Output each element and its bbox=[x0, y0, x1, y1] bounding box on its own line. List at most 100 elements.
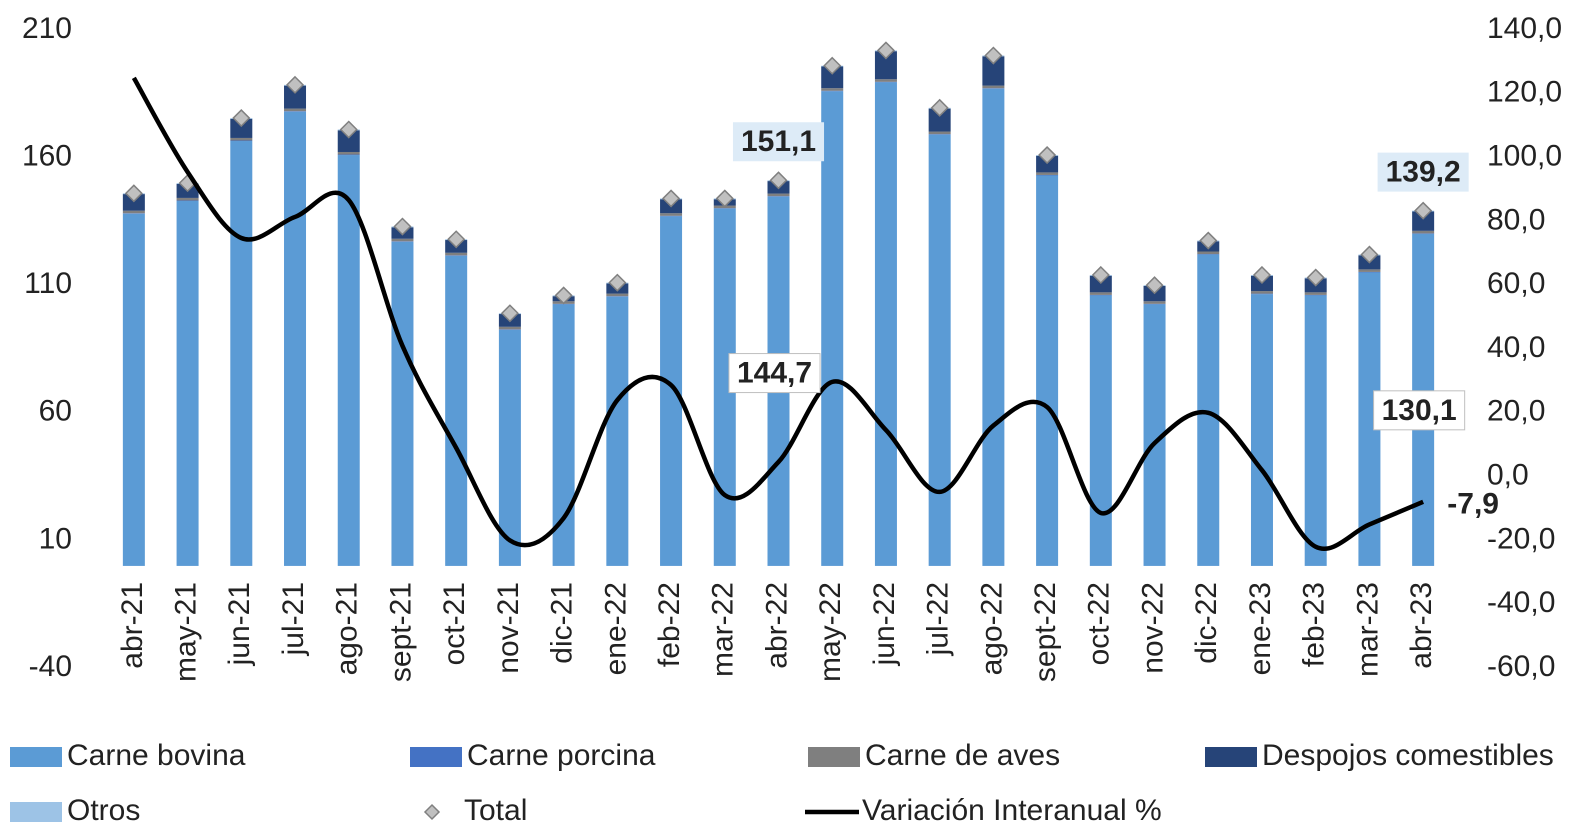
bar-segment bbox=[1197, 251, 1220, 255]
bar-segment bbox=[928, 134, 951, 566]
bar-segment bbox=[1143, 301, 1166, 304]
bar-segment bbox=[874, 79, 897, 82]
bar-segment bbox=[821, 91, 844, 566]
bar-segment bbox=[821, 66, 844, 89]
bar-segment bbox=[1412, 211, 1435, 231]
total-marker bbox=[715, 189, 734, 208]
bar-segment bbox=[176, 200, 199, 201]
legend-label: Carne de aves bbox=[865, 739, 1060, 772]
total-marker bbox=[1199, 231, 1218, 250]
bar-segment bbox=[1197, 254, 1220, 566]
bar-segment bbox=[821, 88, 844, 91]
bar-segment bbox=[391, 241, 414, 566]
bar-segment bbox=[1250, 291, 1273, 294]
bar-segment bbox=[498, 329, 521, 330]
bar-segment bbox=[928, 131, 951, 135]
total-label-box bbox=[732, 122, 825, 162]
total-marker bbox=[661, 189, 681, 208]
legend-label: Carne porcina bbox=[467, 739, 656, 772]
legend-swatch bbox=[808, 747, 860, 767]
y-tick-label: 210 bbox=[22, 12, 72, 45]
x-tick-label: may-22 bbox=[814, 582, 847, 682]
legend-swatch bbox=[423, 803, 441, 821]
total-marker bbox=[1091, 265, 1110, 285]
bar-segment bbox=[982, 88, 1005, 89]
bar-segment bbox=[713, 208, 736, 566]
x-tick-label: feb-22 bbox=[653, 582, 686, 667]
x-tick-label: ago-21 bbox=[331, 582, 364, 675]
y2-tick-label: -60,0 bbox=[1487, 650, 1555, 683]
y2-tick-label: 120,0 bbox=[1487, 76, 1562, 109]
y2-tick-label: -20,0 bbox=[1487, 522, 1555, 555]
y2-tick-label: 40,0 bbox=[1487, 331, 1545, 364]
y-tick-label: 110 bbox=[24, 267, 72, 300]
bar-segment bbox=[445, 255, 468, 256]
x-tick-label: oct-21 bbox=[438, 582, 471, 665]
bar-segment bbox=[982, 56, 1005, 86]
bar-segment bbox=[606, 296, 629, 297]
bar-segment bbox=[1250, 294, 1273, 566]
total-marker bbox=[769, 171, 788, 190]
bar-segment bbox=[767, 193, 790, 197]
legend-swatch bbox=[10, 747, 62, 767]
total-marker bbox=[1306, 268, 1325, 287]
bar-segment bbox=[1304, 295, 1327, 566]
x-tick-label: abr-23 bbox=[1405, 582, 1438, 669]
legend-swatch bbox=[10, 802, 62, 822]
y2-tick-label: 20,0 bbox=[1487, 395, 1545, 428]
bar-segment bbox=[230, 141, 253, 566]
bovina-label-box bbox=[728, 353, 821, 394]
bar-segment bbox=[498, 326, 521, 330]
total-marker bbox=[608, 273, 627, 292]
bar-segment bbox=[1089, 294, 1112, 296]
y2-tick-label: -40,0 bbox=[1487, 586, 1555, 619]
bar-segment bbox=[1304, 294, 1327, 296]
bar-segment bbox=[982, 88, 1005, 566]
x-tick-label: jun-22 bbox=[868, 582, 901, 666]
total-label: 139,2 bbox=[1386, 156, 1461, 189]
bovina-label-box bbox=[1373, 390, 1466, 431]
y2-tick-label: 60,0 bbox=[1487, 267, 1545, 300]
bar-segment bbox=[660, 213, 683, 216]
bar-segment bbox=[445, 252, 468, 256]
bar-segment bbox=[230, 118, 253, 138]
x-tick-label: dic-21 bbox=[546, 582, 579, 664]
bar-segment bbox=[176, 200, 199, 566]
total-marker bbox=[823, 56, 842, 75]
bar-segment bbox=[284, 108, 307, 112]
bar-segment bbox=[1036, 175, 1059, 566]
total-marker bbox=[1038, 145, 1057, 165]
x-tick-label: nov-22 bbox=[1136, 582, 1169, 674]
total-marker bbox=[1145, 276, 1164, 295]
bar-segment bbox=[284, 85, 307, 109]
bar-segment bbox=[874, 82, 897, 566]
bar-segment bbox=[1358, 269, 1381, 272]
x-tick-label: may-21 bbox=[170, 582, 203, 682]
total-marker bbox=[984, 46, 1003, 65]
bar-segment bbox=[176, 197, 199, 201]
bar-segment bbox=[1143, 303, 1166, 305]
legend-label: Despojos comestibles bbox=[1262, 739, 1554, 772]
variation-label: -7,9 bbox=[1447, 488, 1499, 521]
x-tick-label: mar-22 bbox=[707, 582, 740, 677]
bar-segment bbox=[391, 238, 414, 242]
bar-segment bbox=[1036, 174, 1059, 176]
bar-segment bbox=[713, 208, 736, 209]
y2-tick-label: 100,0 bbox=[1487, 140, 1562, 173]
x-tick-label: sept-21 bbox=[384, 582, 417, 682]
y2-tick-label: 140,0 bbox=[1487, 12, 1562, 45]
variation-line bbox=[131, 76, 1425, 551]
bar-segment bbox=[337, 154, 360, 156]
total-marker bbox=[876, 41, 896, 60]
bar-segment bbox=[122, 210, 145, 214]
x-tick-label: nov-21 bbox=[492, 582, 525, 674]
y2-tick-label: 80,0 bbox=[1487, 203, 1545, 236]
total-marker bbox=[285, 75, 305, 94]
bar-segment bbox=[284, 111, 307, 566]
legend-label: Carne bovina bbox=[67, 739, 246, 772]
total-marker bbox=[339, 120, 358, 139]
y-tick-label: 10 bbox=[39, 522, 72, 555]
x-tick-label: jul-22 bbox=[922, 582, 955, 656]
y-tick-label: 60 bbox=[39, 395, 72, 428]
